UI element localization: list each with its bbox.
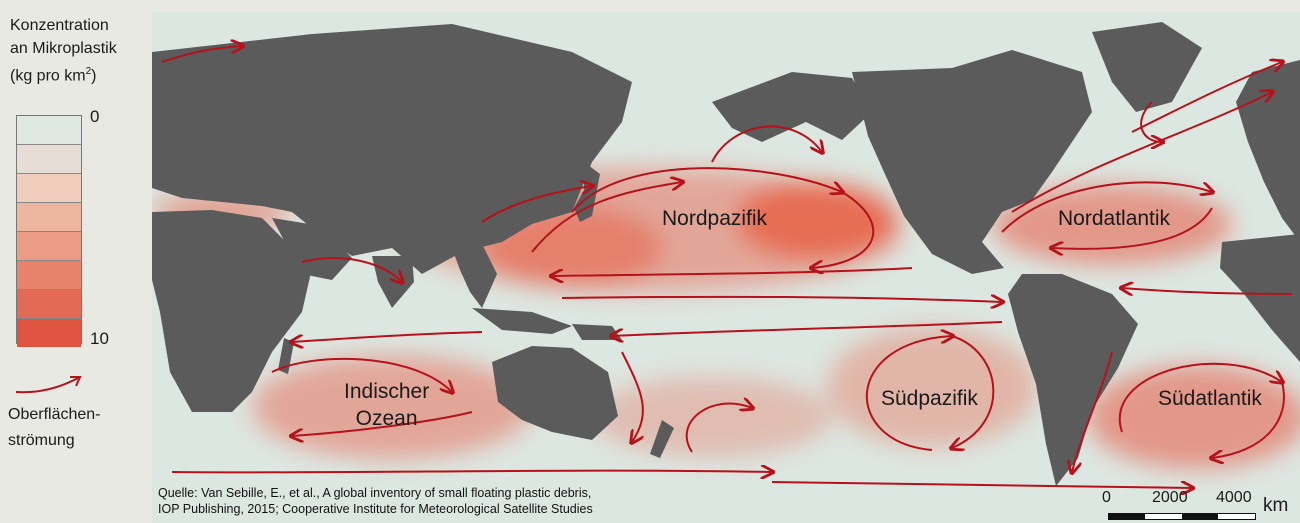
- legend-title: Konzentration an Mikroplastik (kg pro km…: [10, 14, 117, 87]
- map-canvas: [152, 12, 1300, 523]
- land-indochina: [452, 244, 497, 308]
- region-label-north-atlantic: Nordatlantik: [1058, 207, 1171, 230]
- continents: [152, 22, 1300, 486]
- current-east-australia: [621, 351, 643, 442]
- current-south-atlantic-gyre: [1118, 362, 1282, 433]
- current-kuroshio: [531, 182, 682, 253]
- current-south-equatorial-pacific: [612, 321, 1003, 336]
- current-south-pacific-return: [952, 335, 995, 448]
- current-east-asia: [481, 186, 592, 223]
- source-line1: Quelle: Van Sebille, E., et al., A globa…: [158, 486, 592, 500]
- region-label-south-pacific: Südpazifik: [881, 387, 978, 410]
- land-new-zealand: [650, 420, 674, 458]
- current-canary: [1052, 207, 1213, 249]
- current-indian-gyre: [271, 357, 452, 392]
- current-gulf-stream: [1011, 92, 1272, 213]
- current-atlantic-equatorial: [1122, 288, 1293, 294]
- region-label-south-atlantic: Südatlantik: [1158, 387, 1262, 410]
- current-north-pacific-east: [812, 191, 875, 268]
- current-brazil: [1072, 351, 1113, 472]
- land-africa: [152, 210, 312, 412]
- legend-title-line1: Konzentration: [10, 17, 109, 34]
- current-tasman: [685, 404, 752, 453]
- scale-step-4: [17, 232, 81, 261]
- land-eurasia: [152, 24, 632, 274]
- scale-step-1: [17, 145, 81, 174]
- current-north-atlantic-drift: [1131, 62, 1282, 133]
- current-equatorial-counter: [561, 297, 1002, 302]
- current-labrador: [1140, 101, 1162, 142]
- land-arabia: [272, 218, 352, 280]
- current-alaska-gyre: [711, 125, 822, 163]
- current-south-pacific-gyre: [866, 336, 952, 451]
- scale-bar-graphic: [1108, 513, 1256, 520]
- region-label-indian-ocean-line1: Indischer: [344, 380, 430, 403]
- current-label-line1: Oberflächen-: [8, 406, 101, 423]
- land-alaska: [712, 72, 872, 142]
- current-antarctic-circumpolar-1: [171, 471, 772, 473]
- land-greenland: [1092, 22, 1202, 112]
- current-indian-south-equatorial: [292, 331, 483, 342]
- current-north-atlantic-gyre: [1001, 181, 1212, 233]
- scale-step-0: [17, 116, 81, 145]
- land-australia: [492, 346, 618, 440]
- current-north-pacific-gyre: [571, 167, 842, 213]
- plastic-concentration-layer: [152, 168, 1300, 469]
- source-line2: IOP Publishing, 2015; Cooperative Instit…: [158, 502, 593, 516]
- world-map: Nordpazifik Nordatlantik Indischer Ozean…: [152, 12, 1300, 523]
- scale-bar-label-2000: 2000: [1152, 489, 1188, 506]
- legend-title-line3: (kg pro km2): [10, 66, 97, 85]
- concentration-color-scale: [16, 115, 82, 347]
- scale-bar: 0 2000 4000 km: [1102, 489, 1300, 523]
- region-label-north-pacific: Nordpazifik: [662, 207, 768, 230]
- scale-bar-unit: km: [1263, 495, 1289, 516]
- current-north-equatorial-pacific: [552, 267, 913, 276]
- region-label-indian-ocean-line2: Ozean: [355, 407, 418, 430]
- scale-bar-label-4000: 4000: [1216, 489, 1252, 506]
- legend-title-line2: an Mikroplastik: [10, 40, 117, 57]
- source-citation: Quelle: Van Sebille, E., et al., A globa…: [158, 485, 593, 517]
- land-south-america: [1008, 274, 1138, 486]
- land-indonesia: [472, 308, 572, 334]
- scale-step-2: [17, 174, 81, 203]
- scale-step-5: [17, 261, 81, 290]
- current-west-australia: [292, 411, 473, 436]
- current-north-indian: [301, 257, 402, 282]
- scale-step-3: [17, 203, 81, 232]
- scale-min-label: 0: [90, 107, 100, 126]
- legend-panel: Konzentration an Mikroplastik (kg pro km…: [0, 0, 152, 523]
- scale-step-6: [17, 290, 81, 319]
- scale-max-label: 10: [90, 329, 109, 348]
- scale-step-7: [17, 319, 81, 347]
- scale-bar-label-0: 0: [1102, 489, 1111, 506]
- current-legend-label: Oberflächen- strömung: [8, 402, 101, 454]
- current-label-line2: strömung: [8, 432, 75, 449]
- current-antarctic-circumpolar-2: [771, 482, 1192, 488]
- region-label-indian-ocean: Indischer Ozean: [344, 378, 429, 432]
- current-benguela: [1212, 381, 1285, 458]
- current-arrow-icon: [15, 376, 82, 394]
- land-europe: [1236, 60, 1300, 242]
- land-west-africa: [1220, 234, 1300, 362]
- land-north-america: [852, 50, 1092, 274]
- surface-currents: [161, 46, 1293, 488]
- current-mediterranean: [161, 46, 242, 63]
